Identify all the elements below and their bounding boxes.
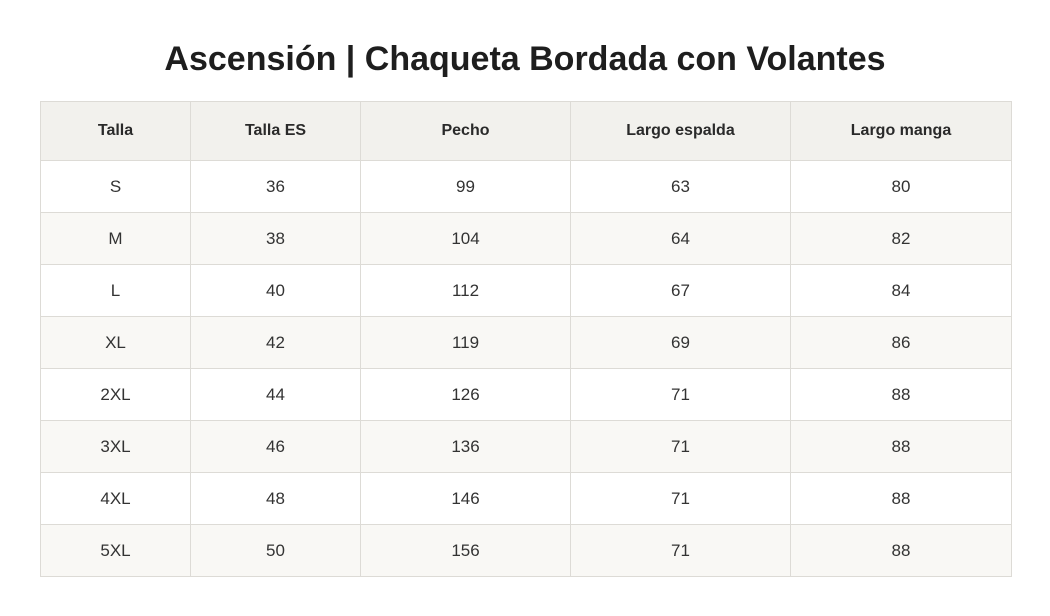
table-row: 4XL 48 146 71 88 xyxy=(40,472,1012,525)
cell-pecho: 104 xyxy=(360,212,571,265)
cell-talla-es: 44 xyxy=(190,368,361,421)
cell-largo-espalda: 71 xyxy=(570,472,791,525)
size-table: Talla Talla ES Pecho Largo espalda Largo… xyxy=(40,101,1012,577)
cell-largo-manga: 88 xyxy=(790,524,1012,577)
cell-talla: S xyxy=(40,160,191,213)
cell-largo-espalda: 64 xyxy=(570,212,791,265)
header-talla: Talla xyxy=(40,101,191,161)
cell-pecho: 146 xyxy=(360,472,571,525)
header-pecho: Pecho xyxy=(360,101,571,161)
cell-talla: 3XL xyxy=(40,420,191,473)
table-row: 2XL 44 126 71 88 xyxy=(40,368,1012,421)
header-row: Talla Talla ES Pecho Largo espalda Largo… xyxy=(40,101,1012,161)
cell-talla-es: 40 xyxy=(190,264,361,317)
table-row: 3XL 46 136 71 88 xyxy=(40,420,1012,473)
cell-talla: 4XL xyxy=(40,472,191,525)
cell-largo-espalda: 69 xyxy=(570,316,791,369)
cell-largo-manga: 86 xyxy=(790,316,1012,369)
page-title: Ascensión | Chaqueta Bordada con Volante… xyxy=(164,40,886,78)
cell-largo-manga: 88 xyxy=(790,472,1012,525)
table-row: M 38 104 64 82 xyxy=(40,212,1012,265)
cell-largo-espalda: 67 xyxy=(570,264,791,317)
cell-largo-espalda: 71 xyxy=(570,420,791,473)
cell-largo-manga: 80 xyxy=(790,160,1012,213)
header-largo-manga: Largo manga xyxy=(790,101,1012,161)
cell-talla-es: 48 xyxy=(190,472,361,525)
cell-talla: L xyxy=(40,264,191,317)
cell-largo-espalda: 71 xyxy=(570,524,791,577)
cell-pecho: 119 xyxy=(360,316,571,369)
cell-talla-es: 46 xyxy=(190,420,361,473)
cell-largo-manga: 88 xyxy=(790,420,1012,473)
cell-talla-es: 38 xyxy=(190,212,361,265)
cell-pecho: 156 xyxy=(360,524,571,577)
cell-largo-manga: 88 xyxy=(790,368,1012,421)
cell-largo-manga: 82 xyxy=(790,212,1012,265)
cell-pecho: 99 xyxy=(360,160,571,213)
header-largo-espalda: Largo espalda xyxy=(570,101,791,161)
cell-talla: 2XL xyxy=(40,368,191,421)
cell-talla: XL xyxy=(40,316,191,369)
table-row: S 36 99 63 80 xyxy=(40,160,1012,213)
cell-talla: M xyxy=(40,212,191,265)
cell-talla-es: 42 xyxy=(190,316,361,369)
cell-pecho: 136 xyxy=(360,420,571,473)
cell-largo-manga: 84 xyxy=(790,264,1012,317)
cell-pecho: 126 xyxy=(360,368,571,421)
table-row: XL 42 119 69 86 xyxy=(40,316,1012,369)
cell-talla: 5XL xyxy=(40,524,191,577)
cell-talla-es: 36 xyxy=(190,160,361,213)
header-talla-es: Talla ES xyxy=(190,101,361,161)
cell-talla-es: 50 xyxy=(190,524,361,577)
cell-largo-espalda: 71 xyxy=(570,368,791,421)
table-row: L 40 112 67 84 xyxy=(40,264,1012,317)
cell-pecho: 112 xyxy=(360,264,571,317)
table-row: 5XL 50 156 71 88 xyxy=(40,524,1012,577)
table-body: S 36 99 63 80 M 38 104 64 82 L 40 112 67… xyxy=(40,160,1012,577)
cell-largo-espalda: 63 xyxy=(570,160,791,213)
table-header: Talla Talla ES Pecho Largo espalda Largo… xyxy=(40,101,1012,161)
